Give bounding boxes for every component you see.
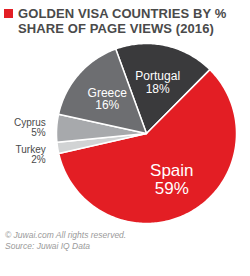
html-text:© Juwai.com All rights reserve: © Juwai.com All rights reserved. <box>5 230 127 240</box>
html-text:Source: Juwai IQ Data: Source: Juwai IQ Data <box>5 241 90 251</box>
html-text:GOLDEN VISA COUNTRIES BY % SHA: GOLDEN VISA COUNTRIES BY % SHARE OF PAGE… <box>18 6 227 36</box>
svg-text:Turkey2%: Turkey2% <box>15 144 45 165</box>
svg-text:Greece16%: Greece16% <box>88 86 128 113</box>
svg-text:Cyprus5%: Cyprus5% <box>14 117 46 139</box>
svg-text:Portugal18%: Portugal18% <box>135 69 180 96</box>
svg-text:Spain59%: Spain59% <box>150 161 193 198</box>
